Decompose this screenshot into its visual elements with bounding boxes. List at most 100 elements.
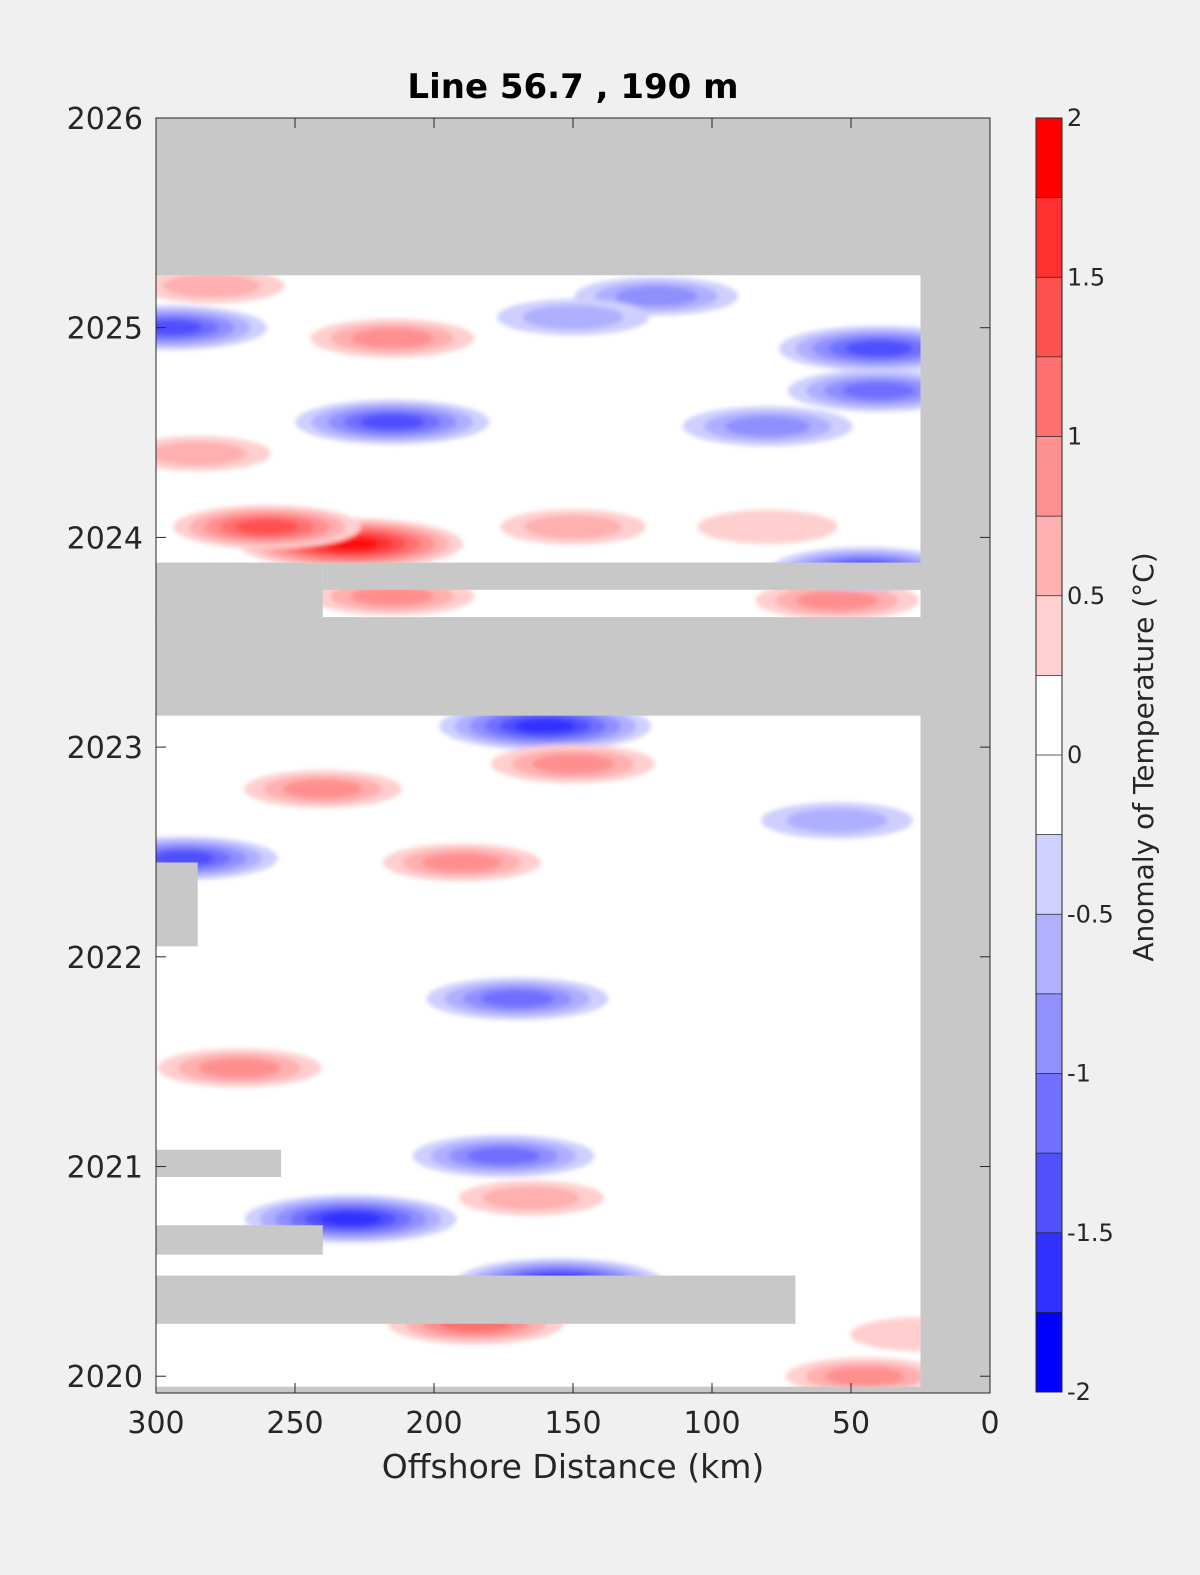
x-tick-label: 50 xyxy=(832,1406,870,1441)
colorbar-tick-label: 0.5 xyxy=(1067,582,1105,610)
contour-level xyxy=(482,1186,580,1210)
contour-level xyxy=(845,341,913,357)
y-tick-label: 2021 xyxy=(67,1151,143,1186)
no-data-mask xyxy=(156,118,990,1393)
colorbar-swatch xyxy=(1036,356,1062,437)
colorbar-swatch xyxy=(1036,1312,1062,1393)
contour-level xyxy=(283,779,363,799)
anomaly-feature xyxy=(785,1357,944,1393)
contour-level xyxy=(320,1212,381,1226)
x-tick-label: 150 xyxy=(544,1406,601,1441)
anomaly-feature xyxy=(156,435,271,472)
colorbar-swatch xyxy=(1036,595,1062,676)
no-data-region xyxy=(322,562,921,590)
anomaly-feature xyxy=(157,1048,322,1088)
anomaly-feature xyxy=(412,1134,595,1178)
colorbar-label: Anomaly of Temperature (°C) xyxy=(1127,552,1160,961)
contour-level xyxy=(156,441,247,466)
x-tick-label: 300 xyxy=(127,1406,184,1441)
anomaly-feature xyxy=(778,325,979,372)
anomaly-feature xyxy=(500,509,646,545)
anomaly-feature xyxy=(491,744,655,784)
y-tick-label: 2023 xyxy=(67,731,143,766)
anomaly-feature xyxy=(682,406,853,447)
x-axis: 300 250 200 150 100 50 0 xyxy=(127,118,1000,1441)
no-data-region xyxy=(156,617,921,716)
contour-level xyxy=(359,414,425,430)
contour-level xyxy=(422,853,502,872)
anomaly-feature xyxy=(755,580,920,620)
colorbar-swatch xyxy=(1036,118,1062,199)
no-data-region xyxy=(156,118,990,276)
contour-level xyxy=(351,328,434,348)
contour-level xyxy=(198,1058,281,1078)
colorbar-swatch xyxy=(1036,1232,1062,1313)
colorbar-tick-label: 1.5 xyxy=(1067,263,1105,291)
colorbar-swatch xyxy=(1036,755,1062,836)
contour-level xyxy=(825,1366,905,1386)
colorbar-swatch xyxy=(1036,277,1062,358)
contour-level xyxy=(235,519,299,535)
no-data-region xyxy=(156,1225,323,1255)
colorbar-swatch xyxy=(1036,1153,1062,1234)
contour-level xyxy=(697,509,838,544)
anomaly-feature xyxy=(497,299,649,336)
colorbar-tick-label: -1.5 xyxy=(1067,1219,1114,1247)
colorbar-swatch xyxy=(1036,516,1062,597)
contour-level xyxy=(351,586,434,606)
no-data-region xyxy=(920,118,990,1393)
x-tick-label: 250 xyxy=(266,1406,323,1441)
anomaly-feature xyxy=(243,770,402,808)
anomaly-feature xyxy=(295,399,490,445)
no-data-region xyxy=(156,1275,796,1324)
x-tick-label: 0 xyxy=(980,1406,999,1441)
colorbar-swatch xyxy=(1036,834,1062,915)
colorbar-swatch xyxy=(1036,1073,1062,1154)
x-tick-label: 100 xyxy=(683,1406,740,1441)
chart-title: Line 56.7 , 190 m xyxy=(407,67,738,107)
contour-level xyxy=(532,754,614,774)
anomaly-feature xyxy=(310,318,475,358)
colorbar-swatch xyxy=(1036,675,1062,756)
colorbar-tick-label: -1 xyxy=(1067,1060,1091,1088)
x-axis-label: Offshore Distance (km) xyxy=(382,1447,764,1486)
anomaly-feature xyxy=(697,509,838,544)
contour-level xyxy=(522,305,624,330)
contour-level xyxy=(796,590,879,611)
anomaly-feature xyxy=(458,1180,605,1216)
colorbar-swatch xyxy=(1036,197,1062,278)
anomaly-feature xyxy=(426,977,609,1020)
anomaly-feature xyxy=(156,268,285,304)
y-tick-label: 2020 xyxy=(67,1360,143,1395)
no-data-region xyxy=(156,562,323,618)
x-tick-label: 200 xyxy=(405,1406,462,1441)
contour-level xyxy=(615,286,698,306)
anomaly-feature xyxy=(382,843,541,882)
colorbar-tick-label: 1 xyxy=(1067,423,1082,451)
contour-level xyxy=(842,382,916,400)
colorbar-tick-label: -2 xyxy=(1067,1378,1091,1406)
y-tick-label: 2022 xyxy=(67,941,143,976)
colorbar-swatch xyxy=(1036,914,1062,995)
anomaly-feature xyxy=(761,802,914,839)
contour-level xyxy=(156,320,203,336)
colorbar-tick-label: 2 xyxy=(1067,104,1082,132)
anomaly-feature xyxy=(156,305,267,351)
y-tick-label: 2025 xyxy=(67,312,143,347)
colorbar-tick-label: 0 xyxy=(1067,741,1082,769)
contour-level xyxy=(481,990,554,1008)
colorbar-swatch xyxy=(1036,436,1062,517)
contour-level xyxy=(524,515,622,539)
no-data-region xyxy=(156,1149,282,1178)
colorbar: 2 1.5 1 0.5 0 -0.5 -1 -1.5 -2 xyxy=(1035,104,1114,1406)
contour-level xyxy=(467,1147,540,1165)
y-tick-label: 2024 xyxy=(67,521,143,556)
contour-level xyxy=(162,274,261,298)
contour-level xyxy=(725,416,811,437)
colorbar-frame xyxy=(1035,117,1063,1393)
colorbar-swatch xyxy=(1036,993,1062,1074)
contour-level xyxy=(786,808,888,833)
y-tick-label: 2026 xyxy=(67,102,143,137)
contour-level xyxy=(514,719,576,734)
